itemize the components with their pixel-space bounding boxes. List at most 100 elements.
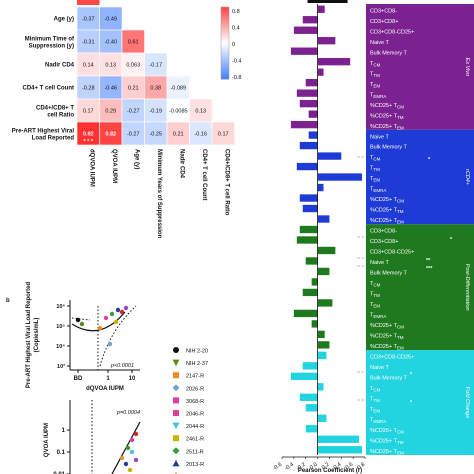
scatter-panel-b: b 10⁶ 10⁵ 10⁴ 10³ BD 1 10 dQVOA IUPM Pre-ART High… (6, 282, 141, 474)
y-tick-label: 10³ (57, 363, 65, 370)
bar-label-main: T (370, 281, 374, 287)
heatmap-cell-value: 0.13 (105, 63, 116, 69)
x-tick-label: 10 (129, 376, 136, 382)
legend-label: NIH 2-37 (186, 361, 208, 367)
heatmap-cell-value: -0.17 (149, 63, 162, 69)
bar (317, 299, 333, 307)
heatmap-cell-value: 0.13 (195, 109, 206, 115)
p-value: p<0.0001 (110, 363, 134, 369)
bar-label-sub: EM (373, 83, 380, 88)
x-axis-title: Pearson Coefficient (r) (298, 468, 362, 474)
legend-label: 3068-R (186, 399, 204, 405)
bar-label: TTM (370, 292, 380, 299)
significance-star: ** (426, 258, 431, 264)
heatmap-cell-value: 0.17 (218, 132, 229, 138)
heatmap-cell-value: -0.0085 (169, 109, 188, 115)
colorbar-step (221, 40, 229, 44)
colorbar-frame (220, 6, 230, 80)
ci-curve-upper (71, 317, 91, 321)
colorbar-step (221, 14, 229, 18)
legend-label: NIH 2-20 (186, 349, 208, 355)
bar-label: Naive T (370, 365, 389, 371)
bar (317, 5, 325, 13)
bar-label-main: CD3+CD8- (370, 8, 397, 14)
x-tick-label: 0.0 (309, 462, 319, 471)
bar-label-main: T (370, 92, 374, 98)
colorbar-step (221, 7, 229, 10)
scatter-point (75, 317, 81, 323)
colorbar-step (221, 76, 229, 80)
heatmap-cell-value: -0.37 (82, 17, 95, 23)
significance-star: * (428, 157, 431, 163)
bar-label-sub: EM (397, 450, 404, 455)
bar (290, 372, 318, 381)
colorbar-step (221, 16, 229, 20)
heatmap-cell-value: 0.38 (150, 86, 161, 92)
bar (290, 47, 318, 55)
scatter-point-bottom (119, 455, 125, 461)
bar (302, 204, 318, 213)
bar-label: %CD25+ TEM (370, 449, 404, 456)
row-label-line: cell Ratio (47, 113, 74, 119)
bar-label-main: T (370, 61, 374, 67)
heatmap-cell-value: -0.49 (104, 17, 117, 23)
heatmap-cell-value: 0.92 (83, 132, 94, 138)
heatmap-cell-value: -0.27 (127, 109, 140, 115)
bar-label: %CD25+ TCM (370, 323, 404, 330)
group-name: rCD4+ (464, 169, 470, 186)
legend-label: 2046-R (186, 412, 204, 418)
bar-label-sub: TM (373, 398, 380, 403)
heatmap-cell-value: -0.16 (194, 132, 207, 138)
heatmap-cell-value: -0.19 (149, 109, 162, 115)
bar-label-sub: EMRA (373, 188, 386, 193)
scatter-point (123, 305, 129, 311)
scatter-point-bottom (133, 431, 139, 437)
x-tick-label: 0.8 (356, 462, 366, 471)
bar-label-main: Bulk Memory T (370, 145, 408, 151)
colorbar-step (221, 50, 229, 54)
bar-label-main: %CD25+ T (370, 103, 398, 109)
bar-label: %CD25+ TCM (370, 197, 404, 204)
bar-label-main: Bulk Memory T (370, 271, 408, 277)
colorbar-step (221, 52, 229, 56)
colorbar-step (221, 33, 229, 37)
x-tick-label: -0.6 (272, 462, 283, 472)
bar-label-main: Bulk Memory T (370, 375, 408, 381)
heatmap-cell-value: -0.40 (104, 40, 117, 46)
legend-label: 2013-R (186, 462, 204, 468)
bar (317, 435, 360, 443)
bar-label-main: CD3+CD8+ (370, 239, 398, 245)
bar-label: TCM (370, 386, 381, 393)
bar-label: TTM (370, 396, 380, 403)
bar-label: TEMRA (370, 417, 386, 424)
legend-label: 2044-R (186, 424, 204, 430)
bar-label: Naive T (370, 260, 389, 266)
y-axis-label: Pre-ART Highest Viral Load Reported (Copi… (26, 282, 40, 389)
bar-label-sub: TM (397, 209, 404, 214)
bar-label-main: %CD25+ T (370, 113, 398, 119)
bar (293, 309, 318, 318)
heatmap-cell-value: 0.29 (105, 109, 116, 115)
x-axis-label: dQVOA IUPM (86, 386, 124, 392)
row-label: Nadir CD4 (45, 63, 75, 69)
heatmap-cell (211, 121, 235, 146)
bar-label-main: T (370, 71, 374, 77)
significance-stars: * * * (84, 139, 94, 145)
heatmap-cell-value: 0.14 (83, 63, 94, 69)
scatter-point-bottom (123, 461, 129, 467)
scatter-legend: NIH 2-20 NIH 2-37 2147-R 2026-R 3068-R 2046-R… (172, 347, 208, 474)
row-label: Age (y) (54, 17, 74, 23)
group-name: Ex Vivo (464, 58, 470, 77)
bar-label-main: CD3+CD8+ (370, 19, 398, 25)
scatter-point-bottom (129, 437, 135, 443)
bar-label-main: %CD25+ T (370, 218, 398, 224)
heatmap-cell-value: -0.27 (127, 132, 140, 138)
bar-label: CD3+CD8+ (370, 239, 398, 245)
heatmap-cell-value: 0.17 (83, 109, 94, 115)
bar-label-main: T (370, 407, 374, 413)
heatmap-cell-value: -0.28 (82, 86, 95, 92)
bar-label-sub: EM (397, 220, 404, 225)
bar-label-sub: TM (373, 167, 380, 172)
